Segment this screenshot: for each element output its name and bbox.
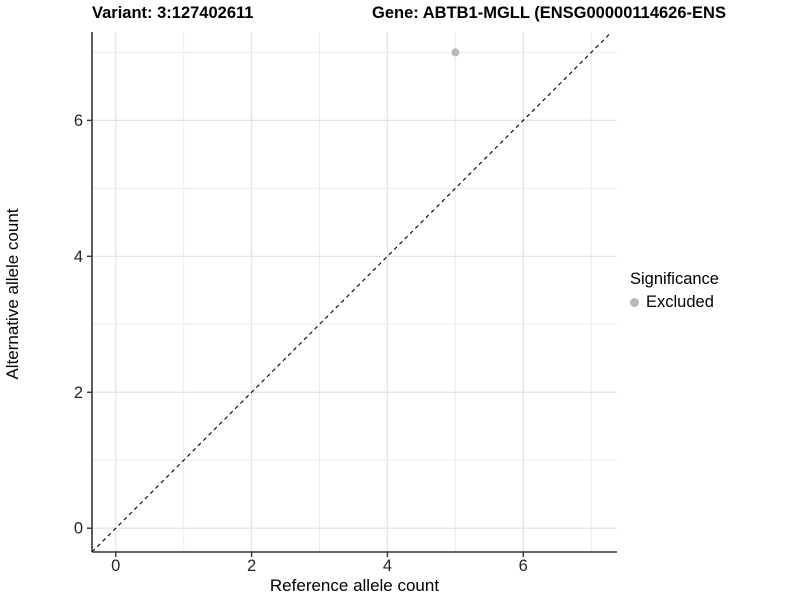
x-tick-label: 2 [247, 557, 256, 575]
data-point-excluded [451, 48, 460, 57]
x-tick-label: 4 [383, 557, 392, 575]
y-tick-label: 6 [74, 112, 83, 130]
x-tick-label: 0 [111, 557, 120, 575]
y-tick-label: 4 [74, 248, 83, 266]
y-tick-label: 2 [74, 384, 83, 402]
x-axis-title: Reference allele count [269, 576, 440, 595]
identity-reference-line [91, 31, 612, 553]
plot-title-variant: Variant: 3:127402611 [92, 4, 254, 22]
plot-title-gene: Gene: ABTB1-MGLL (ENSG00000114626-ENS [372, 4, 726, 22]
legend: Significance Excluded [630, 270, 719, 312]
legend-item-excluded: Excluded [630, 293, 719, 312]
x-tick-label: 6 [519, 557, 528, 575]
y-axis-title: Alternative allele count [3, 208, 22, 380]
legend-item-label: Excluded [646, 293, 714, 311]
y-tick-label: 0 [74, 520, 83, 538]
legend-point-icon [630, 298, 639, 307]
legend-title: Significance [630, 270, 719, 288]
